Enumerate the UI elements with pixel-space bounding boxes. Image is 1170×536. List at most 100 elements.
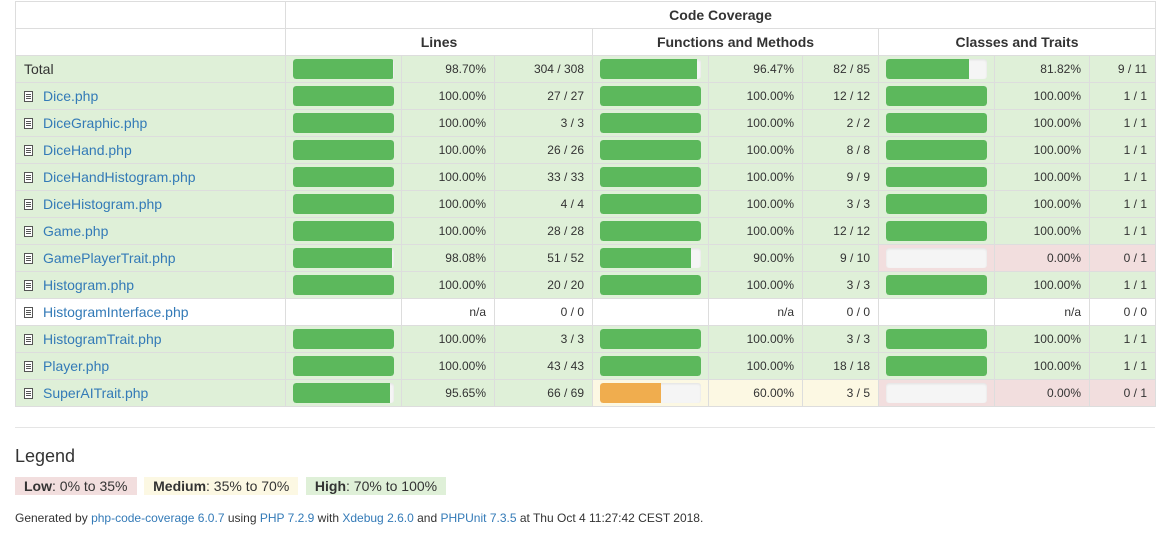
table-row: GamePlayerTrait.php 98.08% 51 / 52 90.00% 9 … (15, 244, 1157, 272)
classes-percent: 100.00% (994, 82, 1090, 110)
lines-bar-cell (285, 217, 402, 245)
php-link[interactable]: PHP 7.2.9 (259, 511, 315, 525)
file-link[interactable]: DiceGraphic.php (43, 115, 148, 131)
xdebug-link[interactable]: Xdebug 2.6.0 (342, 511, 414, 525)
lines-progress-bar (293, 167, 394, 187)
file-name-cell: HistogramTrait.php (15, 325, 286, 353)
classes-progress-fill (886, 167, 987, 187)
classes-progress-bar (886, 59, 987, 79)
file-link[interactable]: Game.php (43, 223, 109, 239)
classes-percent: 100.00% (994, 352, 1090, 380)
classes-ratio: 1 / 1 (1088, 136, 1157, 164)
lines-percent: 100.00% (401, 109, 495, 137)
lines-progress-fill (293, 86, 394, 106)
classes-progress-bar (886, 221, 987, 241)
classes-percent: 100.00% (994, 136, 1090, 164)
functions-progress-fill (600, 356, 701, 376)
functions-bar-cell (592, 271, 709, 299)
total-row: Total 98.70% 304 / 308 96.47% 82 / 85 81.82% 9… (15, 55, 1157, 83)
classes-ratio: 0 / 1 (1088, 379, 1157, 407)
classes-bar-cell (878, 217, 995, 245)
footer-text: with (314, 511, 343, 525)
legend-low-label: Low (24, 478, 52, 494)
phpunit-link[interactable]: PHPUnit 7.3.5 (440, 511, 517, 525)
functions-percent: 90.00% (708, 244, 803, 272)
functions-progress-fill (600, 329, 701, 349)
functions-progress-fill (600, 140, 701, 160)
lines-bar-cell (285, 325, 402, 353)
lines-progress-bar (293, 356, 394, 376)
functions-progress-bar (600, 140, 701, 160)
functions-progress-bar (600, 248, 701, 268)
classes-percent: 100.00% (994, 325, 1090, 353)
functions-percent: 100.00% (708, 352, 803, 380)
lines-ratio: 43 / 43 (494, 352, 593, 380)
lines-progress-fill (293, 248, 393, 268)
functions-percent: 100.00% (708, 325, 803, 353)
functions-percent: 100.00% (708, 190, 803, 218)
lines-progress-bar (293, 383, 394, 403)
lines-percent: 98.08% (401, 244, 495, 272)
classes-percent: 100.00% (994, 190, 1090, 218)
file-icon (24, 226, 33, 237)
file-link[interactable]: HistogramTrait.php (43, 331, 162, 347)
file-link[interactable]: DiceHandHistogram.php (43, 169, 196, 185)
footer-timestamp: at Thu Oct 4 11:27:42 CEST 2018. (516, 511, 704, 525)
table-row: SuperAITrait.php 95.65% 66 / 69 60.00% 3 / 5… (15, 379, 1157, 407)
lines-progress-fill (293, 221, 394, 241)
legend-medium: Medium: 35% to 70% (144, 477, 299, 495)
lines-percent: 100.00% (401, 82, 495, 110)
file-link[interactable]: GamePlayerTrait.php (43, 250, 176, 266)
lines-percent: 100.00% (401, 163, 495, 191)
functions-percent: n/a (708, 298, 803, 326)
classes-bar-cell (878, 298, 995, 326)
file-link[interactable]: Histogram.php (43, 277, 135, 293)
file-link[interactable]: SuperAITrait.php (43, 385, 149, 401)
file-link[interactable]: HistogramInterface.php (43, 304, 189, 320)
file-link[interactable]: DiceHistogram.php (43, 196, 163, 212)
functions-ratio: 3 / 3 (802, 271, 879, 299)
classes-bar-cell (878, 82, 995, 110)
file-link[interactable]: Dice.php (43, 88, 99, 104)
classes-percent: 0.00% (994, 379, 1090, 407)
lines-percent: n/a (401, 298, 495, 326)
lines-bar-cell (285, 136, 402, 164)
lines-percent: 100.00% (401, 217, 495, 245)
legend-medium-range: : 35% to 70% (206, 478, 290, 494)
legend-high: High: 70% to 100% (305, 477, 447, 495)
header-functions-methods: Functions and Methods (592, 28, 879, 56)
lines-progress-bar (293, 221, 394, 241)
file-name-cell: DiceHandHistogram.php (15, 163, 286, 191)
functions-percent: 100.00% (708, 136, 803, 164)
coverage-body: Total 98.70% 304 / 308 96.47% 82 / 85 81.82% 9… (15, 55, 1157, 407)
file-name-cell: DiceHand.php (15, 136, 286, 164)
table-row: HistogramTrait.php 100.00% 3 / 3 100.00% 3 /… (15, 325, 1157, 353)
lines-bar-cell (285, 352, 402, 380)
classes-percent: 100.00% (994, 109, 1090, 137)
classes-percent: n/a (994, 298, 1090, 326)
lines-progress-fill (293, 167, 394, 187)
legend-medium-label: Medium (153, 478, 207, 494)
file-link[interactable]: Player.php (43, 358, 110, 374)
classes-progress-fill (886, 221, 987, 241)
file-name-cell: SuperAITrait.php (15, 379, 286, 407)
file-name-cell: Histogram.php (15, 271, 286, 299)
lines-progress-fill (293, 329, 394, 349)
functions-progress-fill (600, 248, 691, 268)
functions-percent: 100.00% (708, 163, 803, 191)
file-link[interactable]: DiceHand.php (43, 142, 132, 158)
classes-progress-fill (886, 59, 969, 79)
php-code-coverage-link[interactable]: php-code-coverage 6.0.7 (91, 511, 225, 525)
table-row: Game.php 100.00% 28 / 28 100.00% 12 / 12 100.… (15, 217, 1157, 245)
lines-ratio: 4 / 4 (494, 190, 593, 218)
lines-progress-fill (293, 356, 394, 376)
classes-progress-fill (886, 194, 987, 214)
functions-progress-fill (600, 59, 698, 79)
file-name-cell: HistogramInterface.php (15, 298, 286, 326)
classes-progress-bar (886, 356, 987, 376)
functions-percent: 100.00% (708, 82, 803, 110)
header-lines: Lines (285, 28, 593, 56)
functions-ratio: 18 / 18 (802, 352, 879, 380)
classes-progress-bar (886, 275, 987, 295)
footer-text: using (224, 511, 260, 525)
